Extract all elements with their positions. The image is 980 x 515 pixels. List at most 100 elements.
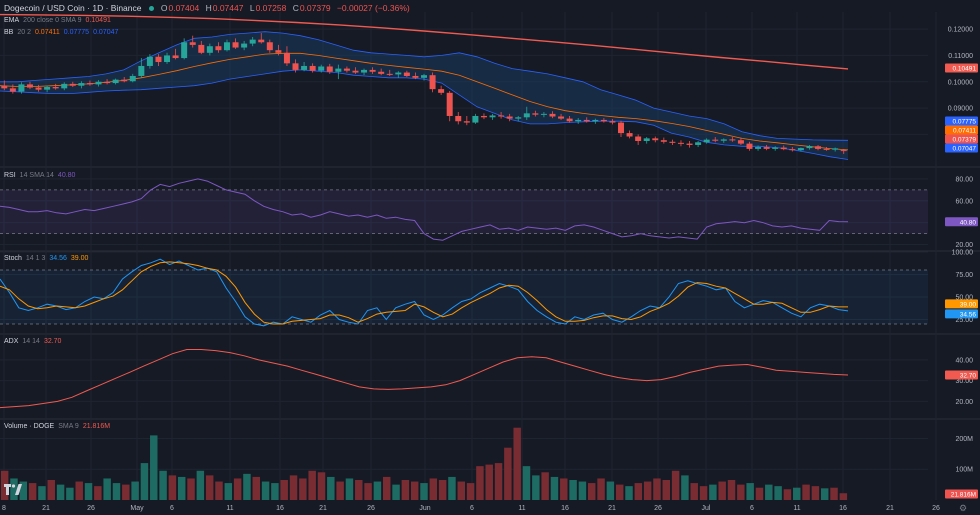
x-tick-label: 21 bbox=[319, 505, 327, 512]
volume-bar bbox=[541, 472, 549, 500]
rsi-name: RSI bbox=[4, 172, 16, 179]
low-value: 0.07258 bbox=[255, 3, 287, 13]
volume-bar bbox=[66, 487, 74, 500]
x-tick-label: 26 bbox=[932, 505, 940, 512]
candle-body bbox=[215, 46, 222, 51]
volume-current-label-bg bbox=[945, 489, 978, 499]
candle-body bbox=[446, 92, 453, 116]
volume-bar bbox=[550, 476, 559, 500]
volume-bar bbox=[811, 486, 820, 500]
volume-bar bbox=[755, 487, 764, 500]
candle-body bbox=[609, 121, 616, 123]
stoch-d-line bbox=[0, 261, 848, 325]
y-tick-label: 25.00 bbox=[955, 317, 973, 324]
x-tick-label: 16 bbox=[561, 505, 569, 512]
price-label-bg bbox=[945, 134, 978, 144]
stoch-k-value: 34.56 bbox=[49, 255, 67, 262]
adx-legend[interactable]: ADX 14 14 32.70 bbox=[4, 337, 65, 347]
volume-bar bbox=[410, 481, 419, 500]
candle-body bbox=[275, 50, 282, 53]
volume-legend[interactable]: Volume · DOGE SMA 9 21.816M bbox=[4, 422, 114, 432]
candle-body bbox=[138, 65, 145, 76]
close-label: C bbox=[292, 3, 299, 13]
volume-bar bbox=[746, 483, 754, 500]
volume-bar bbox=[448, 476, 456, 500]
y-tick-label: 0.10000 bbox=[948, 79, 973, 86]
ema-name: EMA bbox=[4, 17, 20, 24]
volume-bar bbox=[522, 466, 531, 500]
volume-bar bbox=[177, 476, 186, 500]
symbol-title[interactable]: Dogecoin / USD Coin · 1D · Binance bbox=[4, 3, 142, 13]
open-label: O bbox=[160, 3, 168, 13]
candle-body bbox=[729, 139, 736, 141]
volume-bar bbox=[10, 478, 18, 500]
x-tick-label: 6 bbox=[170, 505, 174, 512]
candle-body bbox=[378, 71, 385, 74]
bb-upper-value: 0.07775 bbox=[63, 29, 90, 36]
candle-body bbox=[18, 84, 25, 92]
candle-body bbox=[121, 79, 128, 82]
bb-legend[interactable]: BB 20 2 0.07411 0.07775 0.07047 bbox=[4, 28, 122, 38]
rsi-band-fill bbox=[0, 189, 928, 234]
volume-bar bbox=[690, 483, 698, 500]
volume-bar bbox=[84, 483, 93, 500]
candle-body bbox=[164, 55, 171, 63]
candle-body bbox=[438, 89, 445, 93]
x-tick-label: Jul bbox=[702, 505, 711, 512]
x-tick-label: 6 bbox=[750, 505, 754, 512]
candle-body bbox=[515, 117, 522, 119]
rsi-params: 14 SMA 14 bbox=[19, 172, 54, 179]
y-tick-label: 200M bbox=[955, 436, 973, 443]
volume-bar bbox=[94, 486, 102, 500]
candle-body bbox=[326, 66, 333, 72]
volume-bar bbox=[765, 484, 773, 500]
settings-gear-icon[interactable]: ⚙ bbox=[959, 503, 968, 513]
candle-body bbox=[421, 75, 427, 78]
volume-bar bbox=[820, 488, 829, 500]
rsi-legend[interactable]: RSI 14 SMA 14 40.80 bbox=[4, 171, 79, 181]
bb-lower-value: 0.07047 bbox=[93, 29, 119, 36]
candle-body bbox=[677, 142, 684, 144]
price-label: 0.10491 bbox=[953, 66, 977, 73]
y-tick-label: 0.11000 bbox=[948, 53, 973, 60]
volume-bar bbox=[457, 481, 466, 500]
volume-bar bbox=[317, 472, 326, 500]
volume-bar bbox=[261, 481, 270, 500]
volume-bar bbox=[140, 463, 149, 500]
candle-body bbox=[266, 42, 273, 51]
candle-body bbox=[823, 148, 830, 150]
stoch-d-label: 39.00 bbox=[960, 301, 977, 308]
volume-bar bbox=[727, 480, 736, 500]
stoch-k-label: 34.56 bbox=[960, 311, 977, 318]
candle-body bbox=[403, 72, 410, 76]
ema-legend[interactable]: EMA 200 close 0 SMA 9 0.10491 bbox=[4, 16, 115, 26]
tradingview-logo-icon[interactable] bbox=[3, 482, 23, 498]
candle-body bbox=[600, 119, 607, 122]
volume-bar bbox=[513, 427, 521, 500]
candle-body bbox=[198, 44, 205, 53]
volume-bar bbox=[112, 483, 121, 500]
candle-body bbox=[489, 115, 496, 118]
candle-body bbox=[352, 70, 359, 73]
volume-bar bbox=[802, 484, 810, 500]
candle-body bbox=[575, 119, 582, 122]
candle-body bbox=[52, 87, 59, 89]
candle-body bbox=[26, 84, 33, 88]
volume-bar bbox=[494, 463, 503, 500]
x-tick-label: 8 bbox=[2, 505, 6, 512]
y-tick-label: 0.12000 bbox=[948, 27, 973, 34]
volume-bar bbox=[373, 481, 382, 500]
stoch-legend[interactable]: Stoch 14 1 3 34.56 39.00 bbox=[4, 254, 92, 264]
candle-body bbox=[155, 56, 162, 63]
adx-value: 32.70 bbox=[43, 338, 62, 345]
candle-body bbox=[241, 43, 248, 48]
volume-current-label: 21.816M bbox=[951, 492, 976, 499]
y-tick-label: 0.09000 bbox=[948, 106, 973, 113]
bb-basis-value: 0.07411 bbox=[34, 29, 60, 36]
volume-bar bbox=[662, 480, 671, 500]
candle-body bbox=[806, 146, 813, 149]
volume-bar bbox=[336, 481, 344, 500]
candle-body bbox=[720, 139, 727, 141]
stoch-band-fill bbox=[0, 270, 928, 324]
